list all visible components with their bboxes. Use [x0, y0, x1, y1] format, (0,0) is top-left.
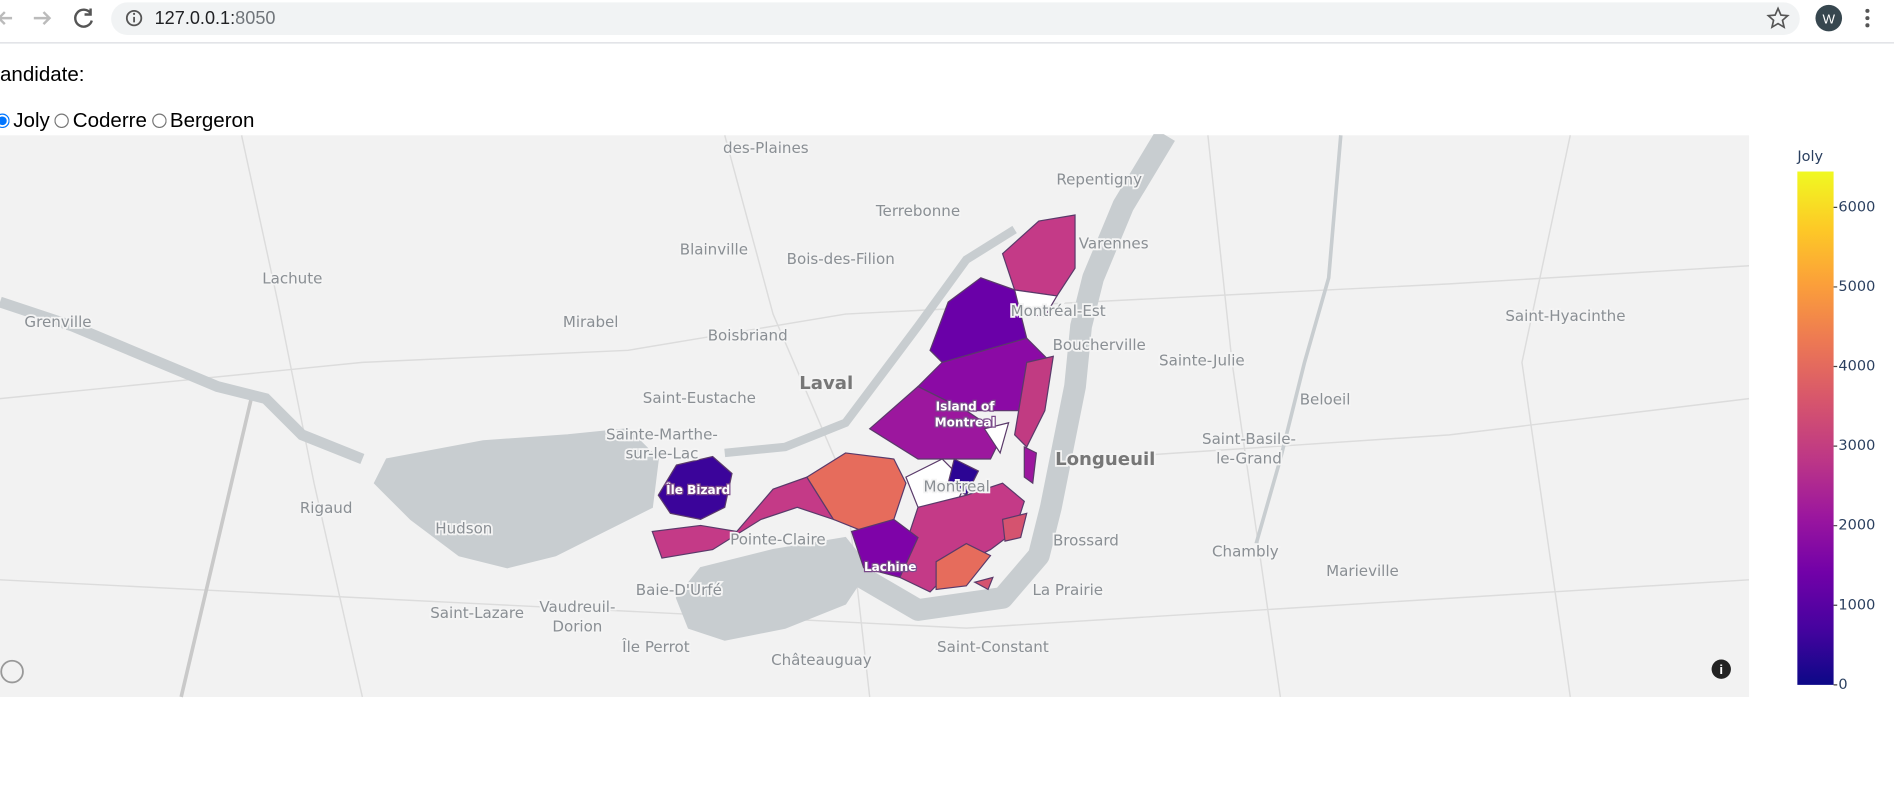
districts [651, 214, 1076, 593]
radio-input[interactable] [54, 113, 70, 129]
radio-input[interactable] [0, 113, 10, 129]
radio-option[interactable]: Coderre [54, 108, 147, 133]
back-button[interactable] [0, 11, 13, 26]
place-label-line: sur-le-Lac [625, 445, 698, 463]
place-label: Sainte-Julie [1159, 352, 1245, 370]
colorbar-tick-label: 2000 [1838, 518, 1875, 534]
colorbar-title: Joly [1796, 149, 1823, 165]
url: 127.0.0.1:8050 [155, 8, 276, 28]
place-label: Boisbriand [708, 326, 788, 344]
colorbar-tick-label: 5000 [1838, 279, 1875, 295]
place-label: Lachute [262, 270, 322, 288]
colorbar-tick-label: 3000 [1838, 438, 1875, 454]
profile-avatar[interactable] [1815, 4, 1843, 32]
colorbar-tick-label: 0 [1838, 677, 1847, 693]
url-port: 8050 [235, 8, 275, 28]
candidate-label: andidate: [0, 62, 85, 86]
place-label: Île Perrot [621, 637, 690, 656]
water [0, 134, 1343, 641]
island-label: Montreal [935, 415, 996, 429]
place-label: Terrebonne [875, 202, 960, 220]
place-label: Boucherville [1053, 336, 1146, 354]
place-label: Mirabel [563, 313, 619, 331]
place-label-line: Dorion [552, 617, 602, 635]
url-host: 127.0.0.1: [155, 8, 236, 28]
place-label: Saint-Eustache [643, 389, 756, 407]
place-label-line: le-Grand [1216, 450, 1282, 468]
attribution-button[interactable] [1711, 659, 1731, 679]
place-label: Marieville [1326, 562, 1399, 580]
island-label: Lachine [864, 560, 916, 574]
colorbar-ticks: 0 1000 2000 3000 4000 5000 6000 [1833, 199, 1875, 693]
map-figure: des-Plaines Repentigny Terrebonne Varennes B… [0, 134, 1875, 698]
candidate-radio-group: Joly Coderre Bergeron [0, 109, 259, 133]
radio-option[interactable]: Bergeron [151, 108, 255, 133]
address-bar[interactable] [111, 2, 1800, 36]
radio-label: Joly [13, 108, 50, 132]
colorbar [1797, 171, 1834, 685]
colorbar-tick-label: 4000 [1838, 359, 1875, 375]
reload-button[interactable] [74, 8, 93, 28]
radio-option[interactable]: Joly [0, 109, 50, 133]
province-border [179, 398, 254, 698]
place-label-line: Saint-Basile- [1202, 430, 1296, 448]
place-label: Baie-D'Urfé [636, 581, 722, 599]
major-place-label: Laval [799, 373, 853, 394]
place-label: Châteauguay [771, 651, 872, 669]
profile-initial: W [1822, 12, 1835, 27]
place-label: Varennes [1079, 234, 1149, 252]
bookmark-star[interactable] [1766, 6, 1790, 29]
place-label: Saint-Lazare [430, 604, 524, 622]
island-label: Île Bizard [666, 482, 730, 497]
place-labels: des-Plaines Repentigny Terrebonne Varennes B… [23, 137, 1628, 671]
place-label-line: Vaudreuil- [539, 598, 615, 616]
place-label-line: Sainte-Marthe- [606, 425, 718, 443]
place-label: Bois-des-Filion [787, 250, 895, 268]
map-background[interactable] [0, 135, 1750, 697]
place-label: Rigaud [300, 499, 353, 517]
place-label: La Prairie [1033, 581, 1104, 599]
place-label: Chambly [1212, 543, 1279, 561]
place-label: Repentigny [1056, 170, 1142, 188]
mapbox-logo[interactable] [0, 659, 24, 684]
place-label: Grenville [24, 313, 91, 331]
radio-label: Bergeron [169, 108, 255, 132]
place-label: Blainville [680, 241, 748, 259]
radio-label: Coderre [72, 108, 147, 132]
forward-button[interactable] [33, 11, 52, 26]
place-label: Montréal-Est [1011, 302, 1106, 320]
city-label: Montreal [924, 477, 990, 495]
place-label: Beloeil [1300, 390, 1351, 408]
place-label: des-Plaines [723, 139, 809, 157]
island-label: Island of [936, 400, 996, 414]
place-label: Saint-Constant [937, 638, 1049, 656]
svg-text:i: i [1719, 662, 1723, 677]
major-place-label: Longueuil [1055, 449, 1155, 470]
colorbar-tick-label: 6000 [1838, 199, 1875, 215]
place-label: Saint-Hyacinthe [1505, 307, 1625, 325]
place-label: Hudson [435, 520, 492, 538]
place-label: Brossard [1053, 532, 1119, 550]
browser-bar: 127.0.0.1:8050 W [0, 0, 1894, 44]
place-label: Pointe-Claire [730, 530, 825, 548]
colorbar-tick-label: 1000 [1838, 597, 1875, 613]
radio-input[interactable] [151, 113, 167, 129]
